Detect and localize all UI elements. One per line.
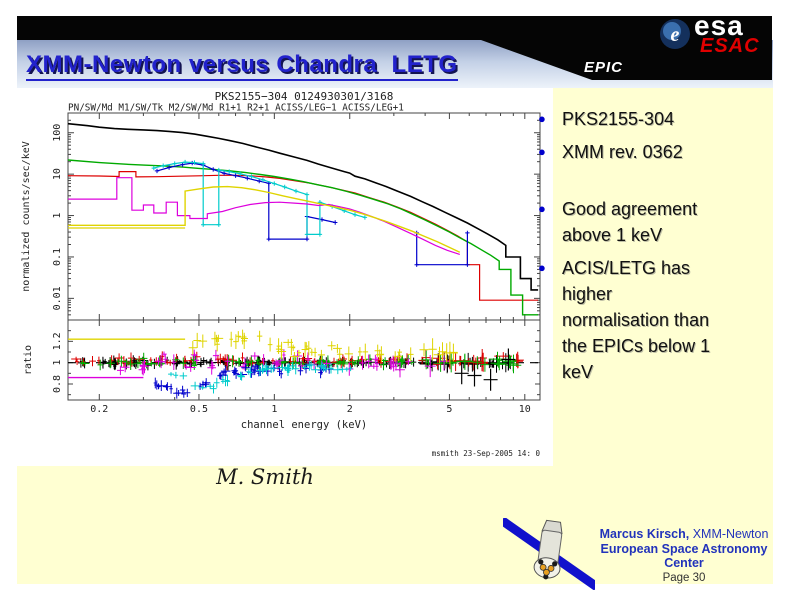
svg-text:normalized counts/sec/keV: normalized counts/sec/keV [21, 141, 32, 292]
svg-text:msmith 23-Sep-2005 14: 0: msmith 23-Sep-2005 14: 0 [432, 449, 541, 458]
bullet-icon: ● [538, 144, 546, 159]
svg-text:1: 1 [52, 213, 63, 219]
header-black-band [17, 16, 772, 80]
svg-text:PN/SW/Md M1/SW/Tk M2/SW/Md R1+: PN/SW/Md M1/SW/Tk M2/SW/Md R1+1 R2+1 ACI… [68, 103, 404, 114]
svg-text:1.2: 1.2 [52, 332, 63, 350]
list-item: ● ACIS/LETG has higher normalisation tha… [538, 255, 766, 385]
footer-line-1: Marcus Kirsch, XMM-Newton [599, 527, 769, 541]
svg-text:0.5: 0.5 [190, 404, 208, 415]
svg-text:100: 100 [52, 124, 63, 142]
bullet-icon: ● [538, 111, 546, 126]
esa-wordmark: esa [694, 10, 744, 41]
list-item: ● XMM rev. 0362 [538, 139, 766, 165]
svg-text:0.1: 0.1 [52, 248, 63, 266]
svg-text:0.2: 0.2 [90, 404, 108, 415]
list-item: ● Good agreement above 1 keV [538, 196, 766, 248]
bullet-icon: ● [538, 201, 546, 216]
svg-text:PKS2155−304 0124930301/3168: PKS2155−304 0124930301/3168 [215, 90, 394, 103]
svg-text:channel energy (keV): channel energy (keV) [241, 419, 367, 431]
bullet-icon: ● [538, 260, 546, 275]
epic-label: EPIC [584, 59, 624, 76]
svg-text:10: 10 [519, 404, 531, 415]
footer-line-2: European Space Astronomy Center [600, 541, 768, 571]
xmm-satellite-icon [503, 518, 595, 590]
svg-text:1: 1 [271, 404, 277, 415]
svg-text:5: 5 [446, 404, 452, 415]
page-number: Page 30 [662, 571, 706, 584]
spectrum-plot-panel: PKS2155−304 0124930301/3168 PN/SW/Md M1/S… [17, 88, 553, 466]
page-title: XMM-Newton versus Chandra LETG [26, 51, 458, 81]
svg-text:2: 2 [347, 404, 353, 415]
svg-text:0.8: 0.8 [52, 375, 63, 393]
bullet-list: ● PKS2155-304 ● XMM rev. 0362 ● Good agr… [538, 106, 766, 392]
svg-text:1: 1 [52, 360, 63, 366]
svg-text:ratio: ratio [23, 345, 34, 375]
svg-text:10: 10 [52, 168, 63, 180]
author-caption: M. Smith [216, 465, 314, 489]
svg-text:0.01: 0.01 [52, 286, 63, 310]
satellite-body [533, 519, 563, 580]
header-banner [17, 16, 773, 88]
footer-credit: Marcus Kirsch, XMM-Newton European Space… [592, 527, 776, 585]
list-item: ● PKS2155-304 [538, 106, 766, 132]
esa-globe-e: e [671, 24, 680, 46]
esac-label: ESAC [700, 35, 760, 57]
esa-logo: e [660, 19, 690, 49]
